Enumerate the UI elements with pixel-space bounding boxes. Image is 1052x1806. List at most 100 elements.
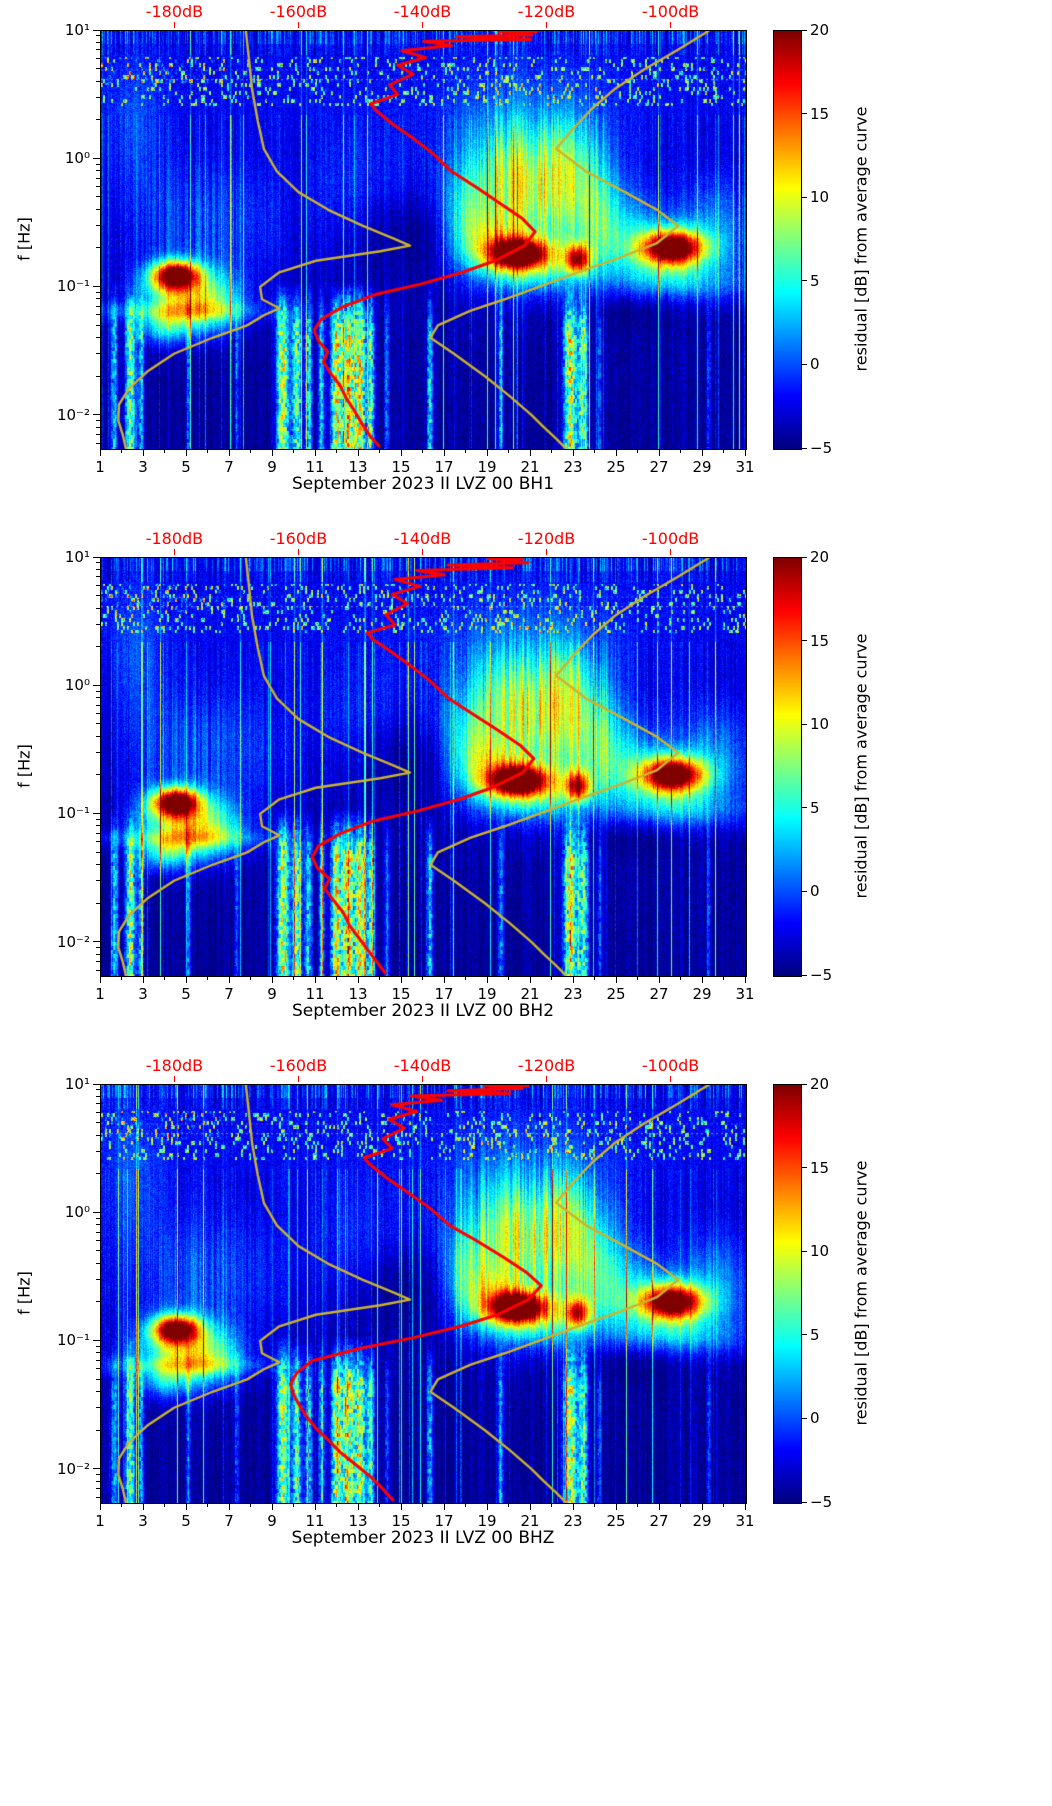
colorbar-tick-mark [802, 29, 807, 31]
x-tick-mark [658, 1504, 660, 1510]
x-minor-tick-mark [680, 1504, 681, 1507]
x-tick-label: 15 [391, 458, 411, 476]
x-tick-label: 15 [391, 985, 411, 1003]
x-minor-tick-mark [551, 450, 552, 453]
spectrogram-canvas [101, 558, 746, 976]
y-minor-tick-mark [96, 208, 100, 210]
x-minor-tick-mark [465, 1504, 466, 1507]
x-tick-mark [744, 977, 746, 983]
x-tick-label: 25 [606, 458, 626, 476]
x-tick-mark [744, 450, 746, 456]
colorbar-tick-label: 15 [810, 631, 830, 650]
colorbar-tick-mark [802, 196, 807, 198]
x-tick-label: 29 [692, 985, 712, 1003]
panel-title: September 2023 II LVZ 00 BH2 [291, 1001, 555, 1021]
y-minor-tick-mark [96, 1278, 100, 1280]
x-tick-mark [357, 1504, 359, 1510]
top-tick-label: -120dB [517, 1056, 576, 1075]
x-tick-mark [443, 450, 445, 456]
y-minor-tick-mark [96, 324, 100, 326]
colorbar-tick-label: 5 [810, 1325, 820, 1344]
y-minor-tick-mark [96, 57, 100, 59]
y-minor-tick-mark [96, 1224, 100, 1226]
y-minor-tick-mark [96, 623, 100, 625]
y-minor-tick-mark [96, 1173, 100, 1175]
x-minor-tick-mark [680, 450, 681, 453]
x-minor-tick-mark [422, 450, 423, 453]
y-tick-mark [93, 1468, 100, 1470]
y-minor-tick-mark [96, 426, 100, 428]
colorbar-tick-mark [802, 807, 807, 809]
x-tick-label: 5 [181, 985, 191, 1003]
y-minor-tick-mark [96, 902, 100, 904]
x-tick-mark [185, 977, 187, 983]
y-minor-tick-mark [96, 1150, 100, 1152]
y-minor-tick-mark [96, 1352, 100, 1354]
colorbar-tick-mark [802, 640, 807, 642]
y-tick-mark [93, 1339, 100, 1341]
x-minor-tick-mark [551, 977, 552, 980]
y-minor-tick-mark [96, 314, 100, 316]
spectrogram-canvas [101, 31, 746, 449]
x-minor-tick-mark [422, 1504, 423, 1507]
x-minor-tick-mark [250, 977, 251, 980]
colorbar-tick-mark [802, 1334, 807, 1336]
colorbar-canvas [774, 31, 801, 449]
x-tick-label: 15 [391, 1512, 411, 1530]
x-tick-label: 7 [224, 985, 234, 1003]
y-minor-tick-mark [96, 607, 100, 609]
y-tick-mark [93, 285, 100, 287]
y-tick-label: 10⁻² [56, 405, 90, 424]
x-minor-tick-mark [121, 1504, 122, 1507]
x-tick-mark [142, 450, 144, 456]
colorbar-tick-mark [802, 1083, 807, 1085]
y-minor-tick-mark [96, 80, 100, 82]
y-minor-tick-mark [96, 568, 100, 570]
x-tick-mark [400, 1504, 402, 1510]
y-minor-tick-mark [96, 1262, 100, 1264]
y-minor-tick-mark [96, 375, 100, 377]
colorbar-label: residual [dB] from average curve [851, 106, 871, 372]
y-minor-tick-mark [96, 864, 100, 865]
colorbar-canvas [774, 558, 801, 976]
y-minor-tick-mark [96, 35, 100, 37]
x-tick-mark [529, 450, 531, 456]
y-minor-tick-mark [96, 1301, 100, 1303]
y-minor-tick-mark [96, 1231, 100, 1233]
y-minor-tick-mark [96, 291, 100, 293]
x-minor-tick-mark [164, 977, 165, 980]
x-minor-tick-mark [250, 1504, 251, 1507]
x-tick-label: 19 [477, 985, 497, 1003]
y-minor-tick-mark [96, 1217, 100, 1219]
x-tick-mark [443, 977, 445, 983]
x-minor-tick-mark [422, 977, 423, 980]
y-minor-tick-mark [96, 49, 100, 51]
y-tick-label: 10¹ [64, 21, 90, 39]
x-tick-label: 31 [735, 985, 755, 1003]
x-tick-mark [615, 450, 617, 456]
y-minor-tick-mark [96, 163, 100, 165]
top-tick-mark [670, 1076, 672, 1082]
x-tick-mark [744, 1504, 746, 1510]
y-minor-tick-mark [96, 713, 100, 715]
x-tick-mark [228, 1504, 230, 1510]
x-tick-label: 31 [735, 458, 755, 476]
x-tick-mark [185, 450, 187, 456]
colorbar-tick-mark [802, 556, 807, 558]
x-minor-tick-mark [723, 450, 724, 453]
y-minor-tick-mark [96, 68, 100, 70]
y-minor-tick-mark [96, 704, 100, 706]
x-tick-label: 5 [181, 458, 191, 476]
y-minor-tick-mark [96, 41, 100, 43]
top-tick-mark [546, 22, 548, 28]
x-tick-label: 21 [520, 458, 540, 476]
x-tick-label: 1 [95, 1512, 105, 1530]
colorbar-tick-label: 0 [810, 882, 820, 901]
y-minor-tick-mark [96, 1250, 100, 1252]
x-tick-mark [529, 1504, 531, 1510]
plot-area [100, 30, 747, 450]
top-tick-label: -120dB [517, 529, 576, 548]
y-tick-label: 10⁻¹ [56, 1331, 90, 1350]
x-minor-tick-mark [336, 1504, 337, 1507]
